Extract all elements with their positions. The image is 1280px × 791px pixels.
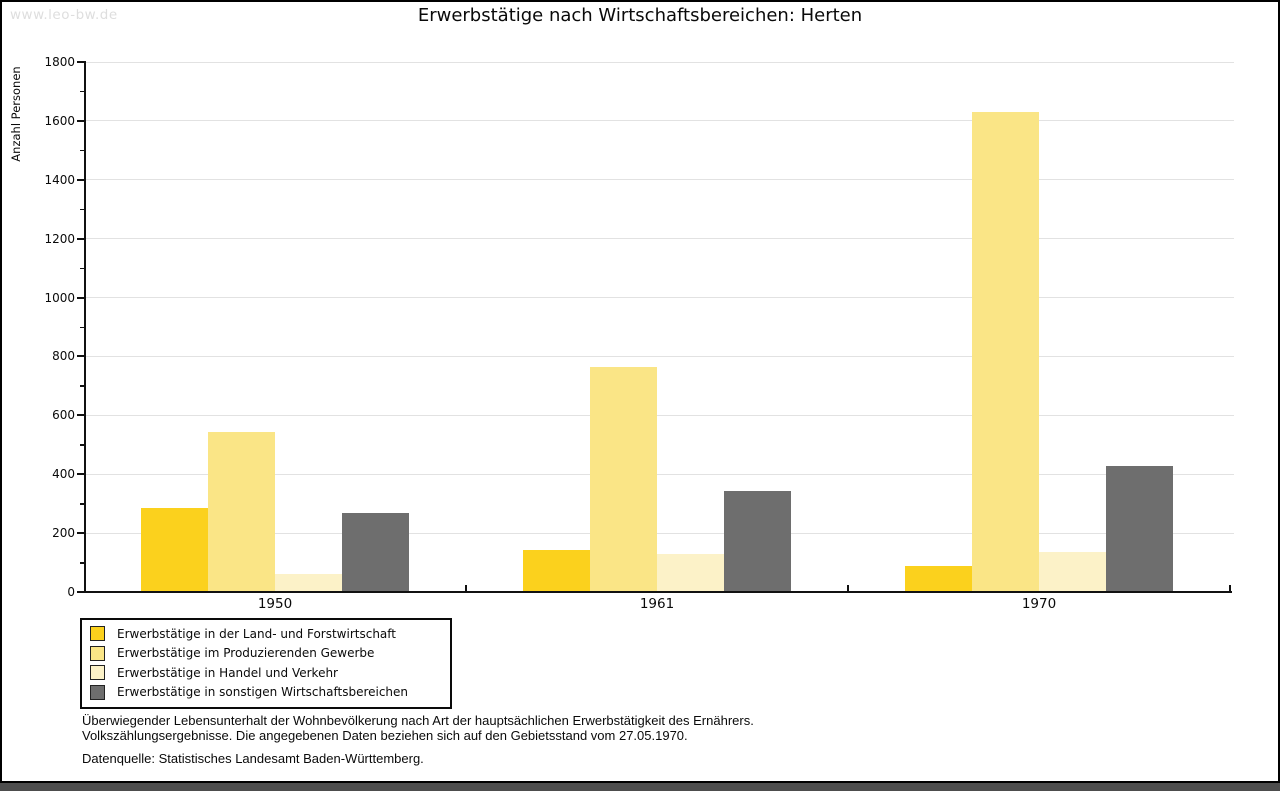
gridline	[84, 297, 1234, 299]
y-axis-tick-label: 400	[52, 467, 75, 482]
bar	[590, 366, 657, 592]
legend-label: Erwerbstätige in der Land- und Forstwirt…	[117, 626, 396, 641]
bar	[724, 491, 791, 592]
y-axis-minor-tick	[80, 385, 84, 387]
x-axis-category-label: 1961	[639, 596, 675, 612]
legend-label: Erwerbstätige in sonstigen Wirtschaftsbe…	[117, 685, 409, 700]
bar	[523, 550, 590, 592]
y-axis-tick	[77, 296, 84, 299]
y-axis-minor-tick	[80, 90, 84, 93]
y-axis-minor-tick	[80, 267, 84, 270]
legend-item: Erwerbstätige in sonstigen Wirtschaftsbe…	[90, 683, 450, 703]
gridline	[84, 120, 1234, 122]
bar	[657, 554, 724, 592]
y-axis-tick-label: 1600	[44, 113, 75, 128]
y-axis-tick-label: 800	[52, 349, 75, 364]
x-axis-tick	[465, 585, 467, 592]
gridline	[84, 532, 1234, 534]
y-axis-tick	[77, 473, 84, 476]
y-axis-minor-tick	[80, 326, 84, 328]
gridline	[84, 473, 1234, 475]
gridline	[84, 238, 1234, 240]
y-axis-minor-tick	[80, 208, 84, 211]
footnotes: Überwiegender Lebensunterhalt der Wohnbe…	[82, 713, 754, 743]
legend-item: Erwerbstätige in Handel und Verkehr	[90, 663, 450, 683]
y-axis-tick-label: 600	[52, 408, 75, 423]
y-axis-tick	[77, 355, 84, 358]
y-axis-tick	[77, 178, 84, 181]
watermark: www.leo-bw.de	[10, 7, 118, 23]
legend-label: Erwerbstätige in Handel und Verkehr	[117, 665, 338, 680]
y-axis-tick-label: 1400	[44, 172, 75, 187]
y-axis-tick	[77, 119, 84, 122]
bar	[275, 573, 342, 592]
bar	[141, 508, 208, 592]
gridline	[84, 61, 1234, 63]
y-axis-minor-tick	[80, 444, 84, 446]
x-axis-tick	[847, 585, 849, 592]
chart-title: Erwerbstätige nach Wirtschaftsbereichen:…	[417, 5, 863, 26]
bar	[972, 111, 1039, 592]
y-axis-minor-tick	[80, 149, 84, 152]
data-source: Datenquelle: Statistisches Landesamt Bad…	[82, 751, 424, 766]
footnote-line-2: Volkszählungsergebnisse. Die angegebenen…	[82, 728, 688, 743]
legend-label: Erwerbstätige im Produzierenden Gewerbe	[117, 646, 375, 661]
legend-swatch	[90, 645, 105, 661]
y-axis-tick	[77, 591, 84, 593]
y-axis-line	[84, 61, 86, 593]
bar	[905, 566, 972, 592]
y-axis-tick	[77, 61, 84, 63]
bar	[342, 512, 409, 592]
bar	[1039, 551, 1106, 592]
legend-item: Erwerbstätige im Produzierenden Gewerbe	[90, 644, 450, 664]
y-axis-tick	[77, 532, 84, 535]
y-axis-tick-label: 1000	[44, 290, 75, 305]
y-axis-tick-label: 200	[52, 526, 75, 541]
x-axis-tick	[1229, 585, 1231, 592]
x-axis-category-label: 1950	[257, 596, 293, 612]
legend-item: Erwerbstätige in der Land- und Forstwirt…	[90, 624, 450, 644]
bottom-shadow-bar	[0, 783, 1280, 791]
y-axis-tick	[77, 237, 84, 240]
y-axis-tick-label: 0	[67, 585, 75, 599]
x-axis-line	[82, 591, 1232, 593]
gridline	[84, 355, 1234, 357]
y-axis-tick	[77, 414, 84, 417]
gridline	[84, 179, 1234, 181]
bar	[208, 431, 275, 592]
footnote-line-1: Überwiegender Lebensunterhalt der Wohnbe…	[82, 713, 754, 728]
y-axis-tick-label: 1800	[44, 55, 75, 69]
legend-swatch	[90, 626, 105, 642]
bar	[1106, 466, 1173, 592]
y-axis-tick-label: 1200	[44, 231, 75, 246]
y-axis-minor-tick	[80, 503, 84, 505]
legend: Erwerbstätige in der Land- und Forstwirt…	[80, 618, 452, 709]
x-axis-category-label: 1970	[1021, 596, 1057, 612]
gridline	[84, 414, 1234, 416]
legend-swatch	[90, 684, 105, 700]
y-axis-minor-tick	[80, 562, 84, 564]
legend-swatch	[90, 665, 105, 681]
